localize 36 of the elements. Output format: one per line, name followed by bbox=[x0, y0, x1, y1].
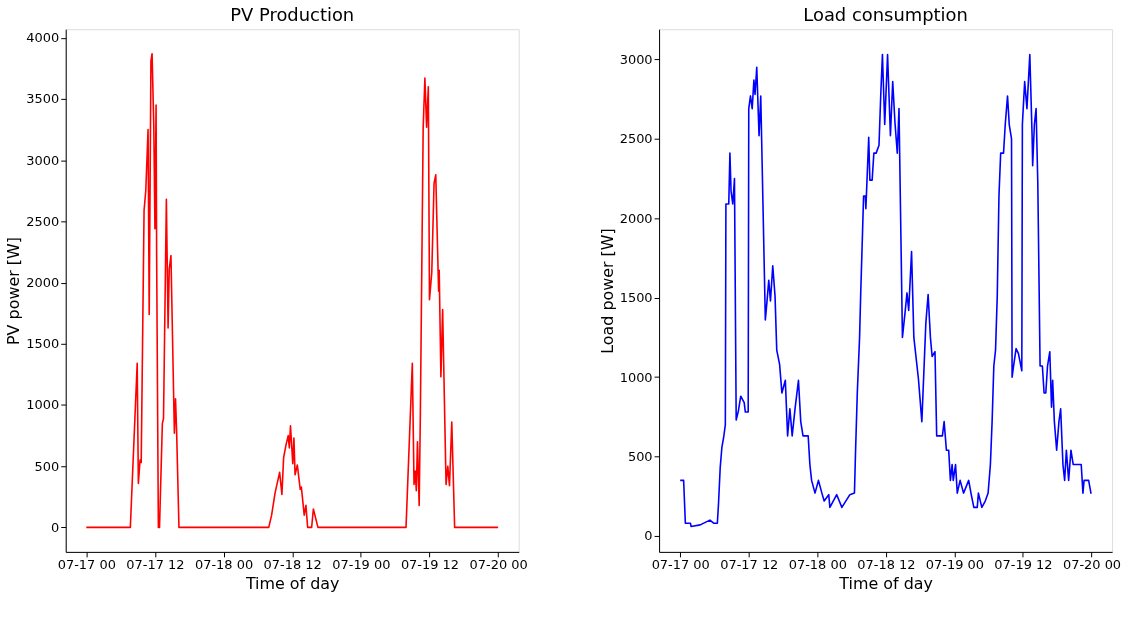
x-tick-label: 07-19 12 bbox=[400, 557, 460, 573]
y-tick-label: 2500 bbox=[619, 131, 653, 147]
x-tick-label: 07-18 00 bbox=[194, 557, 254, 573]
y-tick-label: 2000 bbox=[26, 275, 60, 291]
x-tick-label: 07-18 12 bbox=[263, 557, 322, 573]
chart-title: PV Production bbox=[230, 4, 355, 26]
y-tick-label: 1000 bbox=[26, 397, 60, 413]
x-tick-label: 07-18 00 bbox=[788, 557, 847, 573]
chart-title: Load consumption bbox=[803, 4, 968, 26]
y-tick-label: 1500 bbox=[619, 290, 653, 306]
y-tick-label: 0 bbox=[51, 519, 60, 535]
x-tick-label: 07-17 00 bbox=[57, 557, 116, 573]
y-tick-label: 2000 bbox=[619, 210, 653, 226]
x-tick-label: 07-17 12 bbox=[126, 557, 185, 573]
x-tick-label: 07-19 12 bbox=[994, 557, 1053, 573]
x-tick-label: 07-18 12 bbox=[857, 557, 916, 573]
y-axis-title: Load power [W] bbox=[597, 228, 617, 354]
y-tick-label: 0 bbox=[644, 528, 653, 544]
y-tick-label: 2500 bbox=[26, 213, 60, 229]
x-tick-label: 07-20 00 bbox=[469, 557, 528, 573]
y-tick-label: 1500 bbox=[26, 336, 60, 352]
y-axis-title: PV power [W] bbox=[4, 237, 24, 345]
x-axis-title: Time of day bbox=[838, 574, 933, 594]
y-tick-label: 500 bbox=[34, 458, 60, 474]
x-tick-label: 07-19 00 bbox=[925, 557, 984, 573]
y-tick-label: 3000 bbox=[619, 51, 653, 67]
y-tick-label: 4000 bbox=[26, 30, 60, 46]
x-tick-label: 07-17 12 bbox=[720, 557, 779, 573]
y-tick-label: 3500 bbox=[26, 91, 60, 107]
x-tick-label: 07-20 00 bbox=[1062, 557, 1122, 573]
y-tick-label: 1000 bbox=[619, 369, 653, 385]
y-tick-label: 3000 bbox=[26, 152, 60, 168]
x-axis-title: Time of day bbox=[244, 574, 340, 594]
y-tick-label: 500 bbox=[627, 449, 653, 465]
x-tick-label: 07-17 00 bbox=[651, 557, 710, 573]
x-tick-label: 07-19 00 bbox=[332, 557, 391, 573]
